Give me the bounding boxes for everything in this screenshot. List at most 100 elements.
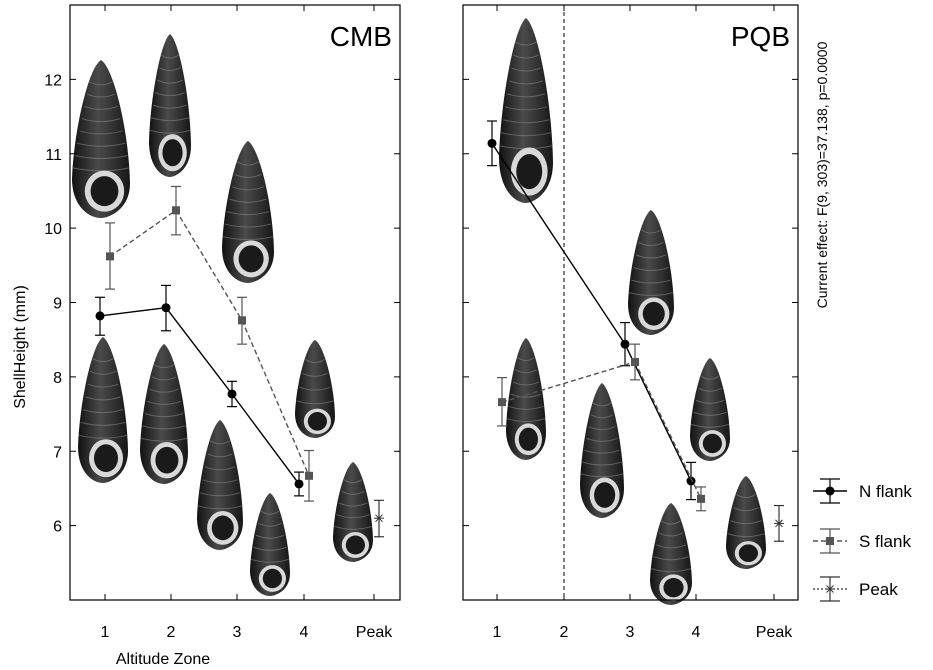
- shell-suture: [582, 461, 622, 466]
- shell-suture: [515, 41, 537, 46]
- shell-suture: [640, 229, 662, 234]
- shell-aperture: [702, 433, 723, 454]
- data-point: [227, 389, 237, 399]
- shell-aperture: [516, 153, 543, 190]
- data-point: [172, 206, 180, 215]
- legend-n-flank-label: N flank: [859, 482, 912, 501]
- shell-suture: [140, 437, 188, 442]
- shell-suture: [90, 370, 116, 375]
- shell-suture: [733, 507, 759, 512]
- data-point: [487, 138, 497, 148]
- series-s-flank: [105, 185, 314, 502]
- shell-aperture: [90, 176, 119, 207]
- series-peak: [374, 499, 384, 538]
- shell-suture: [504, 106, 548, 111]
- x-tick-label: 1: [493, 624, 502, 641]
- shell-suture: [151, 117, 189, 122]
- shell-suture: [653, 556, 689, 561]
- shell-suture: [74, 155, 128, 160]
- shell-suture: [693, 411, 727, 416]
- shell-aperture: [211, 515, 234, 541]
- shell-suture: [78, 434, 128, 439]
- series-n-flank: [487, 120, 696, 501]
- shell-illustration: [690, 358, 730, 461]
- legend-item-n-flank: N flank: [813, 478, 912, 504]
- shell-suture: [658, 532, 684, 537]
- shell-aperture: [238, 245, 264, 273]
- shell-suture: [510, 393, 542, 398]
- series-line-segment: [634, 361, 702, 500]
- shell-illustration: [498, 18, 554, 203]
- shell-illustration: [149, 34, 191, 177]
- shell-suture: [79, 130, 123, 135]
- shell-suture: [506, 93, 546, 98]
- series-line-segment: [99, 307, 167, 317]
- shell-suture: [730, 520, 762, 525]
- y-tick-label: 9: [53, 296, 62, 313]
- shell-aperture: [518, 427, 539, 451]
- shell-suture: [513, 54, 539, 59]
- shell-suture: [157, 79, 183, 84]
- legend-item-peak: Peak: [813, 576, 898, 602]
- x-tick-label: 3: [626, 624, 635, 641]
- shell-illustration: [222, 141, 274, 283]
- shell-illustration: [333, 462, 373, 562]
- shell-suture: [80, 421, 126, 426]
- effect-annotation: Current effect: F(9, 303)=37.138, p=0.00…: [814, 41, 830, 308]
- shell-illustration: [71, 60, 131, 218]
- series-n-flank: [95, 284, 304, 497]
- shell-suture: [151, 376, 177, 381]
- series-line-segment: [165, 307, 233, 395]
- shell-suture: [695, 399, 725, 404]
- shell-suture: [153, 364, 175, 369]
- shell-suture: [153, 104, 187, 109]
- series-line-segment: [241, 320, 310, 477]
- shell-aperture: [307, 412, 327, 431]
- shell-illustration: [628, 210, 674, 335]
- shell-suture: [506, 418, 546, 423]
- shell-suture: [147, 400, 181, 405]
- series-line-segment: [624, 343, 692, 482]
- legend-item-s-flank: S flank: [813, 528, 911, 554]
- shell-suture: [86, 93, 116, 98]
- shell-suture: [511, 67, 541, 72]
- legend-peak-label: Peak: [859, 580, 898, 599]
- shell-suture: [81, 118, 121, 123]
- shell-aperture: [738, 544, 759, 563]
- x-axis-title: Altitude Zone: [116, 651, 210, 668]
- shell-suture: [142, 425, 186, 430]
- data-point: [774, 518, 784, 529]
- x-tick-label: 4: [300, 624, 309, 641]
- shell-suture: [204, 466, 236, 471]
- data-point: [620, 339, 630, 349]
- shell-suture: [500, 132, 552, 137]
- legend-s-flank-marker: [826, 537, 834, 545]
- shell-suture: [232, 186, 264, 191]
- y-tick-label: 12: [44, 72, 62, 89]
- shell-suture: [82, 409, 124, 414]
- shell-illustration: [580, 383, 624, 518]
- shell-suture: [650, 568, 692, 573]
- panel-pqb: PQB 1 2 3 4 Peak: [462, 4, 799, 641]
- shell-suture: [628, 292, 674, 296]
- shell-suture: [638, 242, 664, 246]
- shell-suture: [197, 505, 243, 510]
- shell-suture: [224, 223, 272, 228]
- shell-suture: [299, 386, 331, 391]
- shell-illustration: [726, 476, 766, 569]
- shell-suture: [690, 423, 730, 428]
- shell-suture: [336, 514, 370, 519]
- shell-illustration: [140, 344, 188, 484]
- shell-suture: [736, 494, 756, 499]
- shell-suture: [508, 405, 544, 410]
- legend-s-flank-label: S flank: [859, 532, 911, 551]
- shell-suture: [227, 211, 269, 216]
- shell-suture: [161, 54, 179, 59]
- series-s-flank: [497, 343, 706, 512]
- shell-aperture: [345, 535, 365, 555]
- shell-suture: [159, 67, 181, 72]
- series-peak: [774, 504, 784, 542]
- shell-aperture: [94, 444, 118, 473]
